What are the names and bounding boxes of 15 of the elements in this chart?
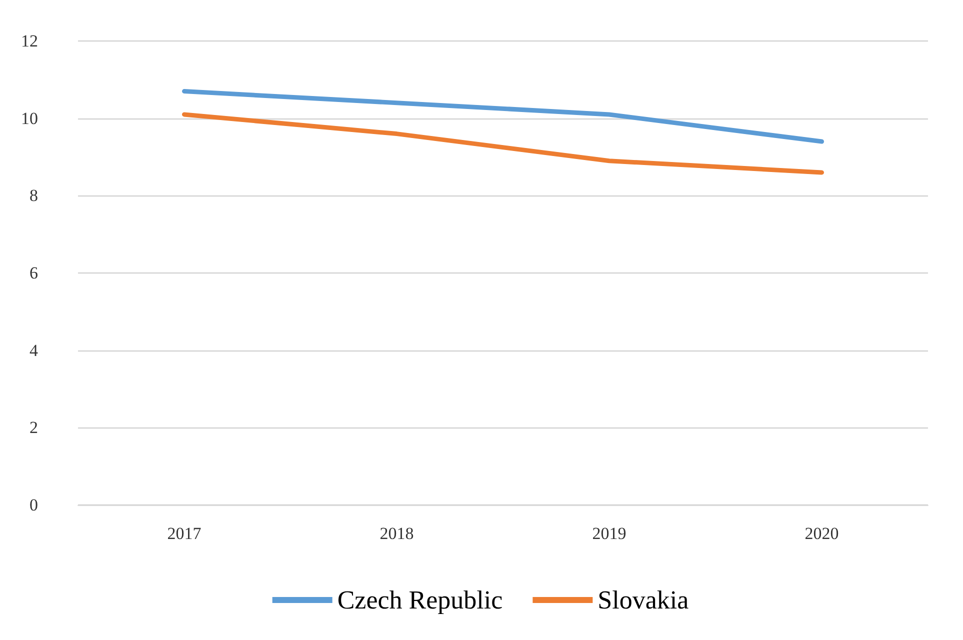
y-tick-label: 12 (21, 32, 38, 50)
y-tick-label: 4 (30, 340, 38, 360)
y-tick-label: 8 (30, 186, 38, 206)
y-tick-label: 6 (30, 264, 38, 282)
y-tick-label: 2 (30, 418, 38, 438)
line-series (182, 89, 824, 144)
legend-label: Slovakia (598, 586, 690, 614)
x-tick-label: 2020 (804, 524, 839, 543)
x-tick-label: 2017 (167, 524, 202, 543)
y-tick-label: 0 (30, 496, 38, 514)
x-tick-label: 2018 (380, 524, 414, 543)
legend-label: Czech Republic (337, 586, 503, 614)
x-tick-label: 2019 (592, 524, 626, 543)
line-series (182, 112, 824, 175)
y-tick-label: 10 (21, 108, 38, 128)
